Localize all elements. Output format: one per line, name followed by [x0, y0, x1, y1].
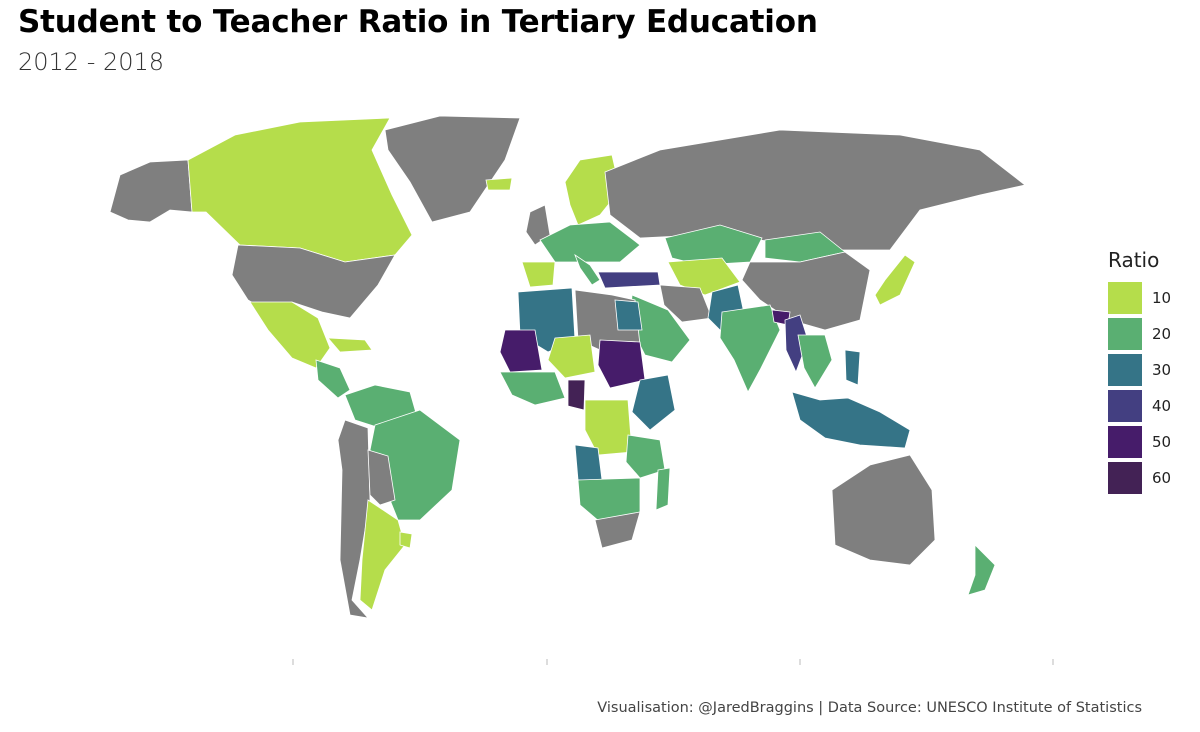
legend-swatch — [1108, 426, 1142, 458]
legend-label: 30 — [1152, 361, 1172, 379]
region-indonesia — [791, 391, 911, 449]
region-sudan — [597, 339, 646, 389]
region-south-africa — [594, 511, 641, 549]
region-central-america — [315, 359, 351, 399]
legend-swatch — [1108, 282, 1142, 314]
region-turkey — [597, 271, 661, 289]
region-mexico — [249, 301, 331, 369]
region-cameroon — [567, 379, 586, 411]
region-greenland — [384, 115, 521, 223]
region-east-africa — [625, 434, 666, 479]
region-india — [719, 304, 781, 393]
region-horn-africa — [631, 374, 676, 431]
map-subtitle: 2012 - 2018 — [18, 48, 165, 76]
region-west-africa — [499, 371, 566, 406]
legend-swatch — [1108, 318, 1142, 350]
region-china — [741, 251, 871, 331]
region-central-asia — [667, 257, 741, 296]
region-uruguay — [399, 531, 413, 549]
region-se-asia — [797, 334, 833, 389]
region-niger-chad — [547, 334, 596, 379]
legend-item: 40 — [1108, 388, 1171, 424]
region-iberia — [521, 261, 556, 288]
region-iran — [659, 284, 713, 323]
legend-item: 10 — [1108, 280, 1171, 316]
source-caption: Visualisation: @JaredBraggins | Data Sou… — [597, 700, 1142, 716]
legend-label: 50 — [1152, 433, 1172, 451]
region-australia — [831, 454, 936, 566]
region-new-zealand — [967, 544, 996, 596]
legend-item: 60 — [1108, 460, 1171, 496]
legend-label: 60 — [1152, 469, 1172, 487]
region-bolivia — [367, 449, 396, 506]
legend: Ratio 10 20 30 40 50 60 — [1108, 248, 1171, 496]
region-argentina — [359, 499, 406, 611]
region-western-europe — [539, 221, 641, 263]
region-iceland — [485, 177, 513, 191]
map-title: Student to Teacher Ratio in Tertiary Edu… — [18, 4, 818, 40]
region-canada — [187, 117, 413, 263]
legend-label: 20 — [1152, 325, 1172, 343]
legend-swatch — [1108, 390, 1142, 422]
region-japan — [874, 254, 916, 306]
legend-item: 30 — [1108, 352, 1171, 388]
region-italy — [574, 253, 601, 286]
legend-label: 40 — [1152, 397, 1172, 415]
legend-item: 50 — [1108, 424, 1171, 460]
region-philippines — [844, 349, 861, 386]
region-caribbean — [327, 337, 373, 353]
region-gabon — [574, 444, 603, 481]
region-usa — [231, 244, 396, 319]
region-russia — [604, 129, 1026, 251]
legend-swatch — [1108, 354, 1142, 386]
region-mali — [499, 329, 543, 373]
region-madagascar — [655, 467, 671, 511]
region-egypt — [614, 299, 643, 331]
legend-title: Ratio — [1108, 248, 1160, 272]
region-alaska — [109, 159, 193, 223]
legend-swatch — [1108, 462, 1142, 494]
legend-label: 10 — [1152, 289, 1172, 307]
region-congo — [584, 399, 633, 456]
legend-item: 20 — [1108, 316, 1171, 352]
